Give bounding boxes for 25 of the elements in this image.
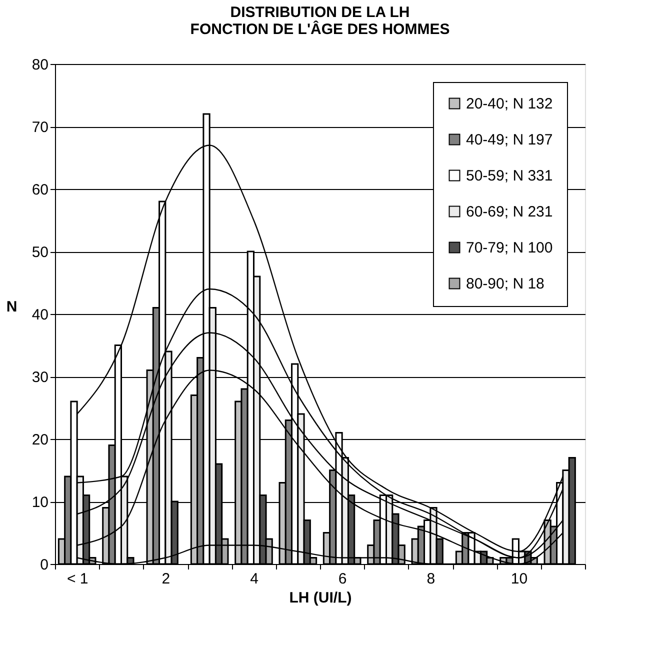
y-tick-label: 50 [32, 244, 48, 261]
text: DISTRIBUTION DE LA LH [230, 4, 410, 21]
x-tick-label: 4 [250, 570, 258, 588]
text: FONCTION DE L'ÂGE DES HOMMES [190, 21, 450, 38]
legend-label: 40-49; N 197 [466, 132, 553, 148]
legend-label: 60-69; N 231 [466, 204, 553, 220]
x-tick-label: 6 [338, 570, 347, 588]
y-tick-label: 80 [32, 56, 48, 74]
y-tick-label: 30 [32, 369, 48, 386]
x-tick-label: 2 [162, 570, 170, 588]
y-tick-label: 70 [32, 119, 48, 136]
y-tick-label: 20 [32, 432, 48, 448]
y-tick-label: 10 [32, 494, 48, 511]
y-tick-label: 0 [40, 556, 48, 574]
x-tick-label: 8 [426, 570, 436, 588]
legend-label: 50-59; N 331 [466, 168, 553, 184]
legend-label: 70-79; N 100 [466, 240, 553, 256]
legend-label: 20-40; N 132 [466, 96, 553, 112]
x-tick-label: 10 [510, 570, 528, 588]
x-tick-label: < 1 [66, 570, 88, 588]
y-axis-title: N [6, 298, 18, 316]
y-tick-label: 40 [32, 306, 48, 324]
legend-label: 80-90; N 18 [466, 276, 544, 292]
x-axis-title: LH (UI/L) [289, 590, 352, 606]
y-tick-label: 60 [32, 182, 48, 198]
